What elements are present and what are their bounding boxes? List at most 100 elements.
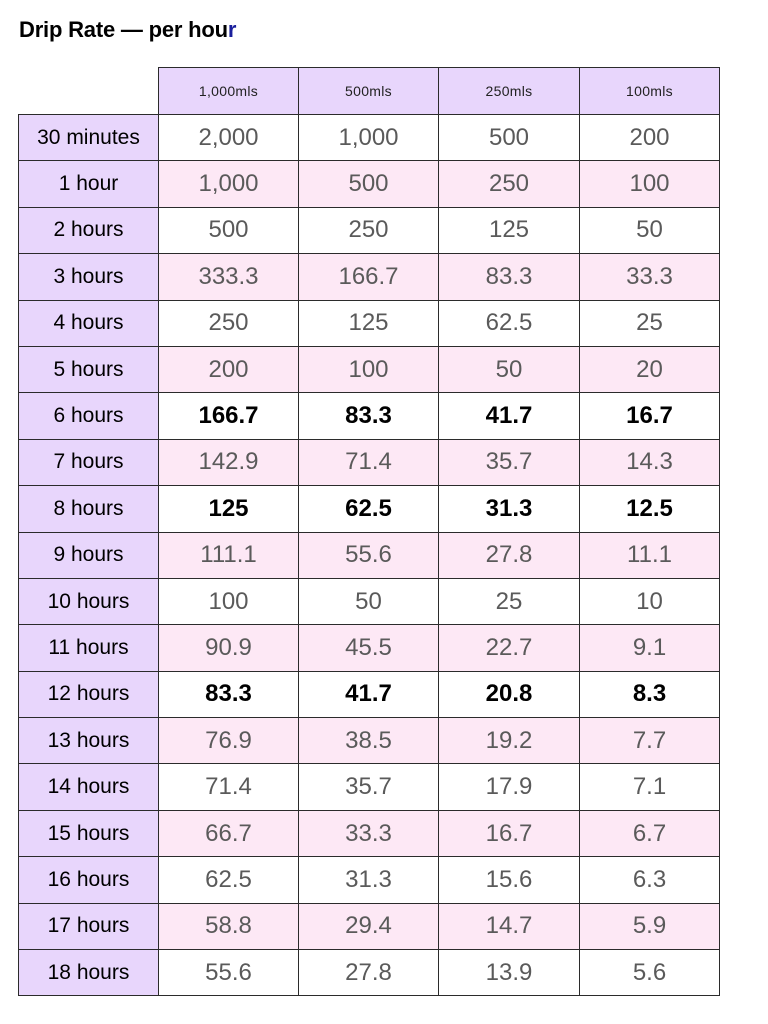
table-cell: 1,000: [298, 113, 439, 162]
page-title: Drip Rate — per hour: [19, 17, 236, 43]
column-header: 500mls: [298, 67, 439, 115]
table-cell: 200: [579, 113, 720, 162]
table-row: 9 hours 111.1 55.6 27.8 11.1: [18, 531, 720, 579]
row-header: 18 hours: [18, 949, 159, 997]
table-cell: 58.8: [158, 902, 299, 951]
table-row: 3 hours 333.3 166.7 83.3 33.3: [18, 253, 720, 301]
table-cell: 10: [579, 577, 720, 626]
row-header: 3 hours: [18, 253, 159, 301]
row-header: 17 hours: [18, 902, 159, 951]
page-title-accent: r: [227, 17, 237, 42]
table-cell: 50: [298, 577, 439, 626]
table-row: 30 minutes 2,000 1,000 500 200: [18, 113, 720, 162]
table-corner: [18, 67, 159, 115]
table-cell: 14.3: [579, 438, 720, 487]
table-cell: 62.5: [158, 856, 299, 904]
table-cell: 50: [579, 206, 720, 255]
drip-rate-table: 1,000mls 500mls 250mls 100mls 30 minutes…: [18, 67, 720, 997]
table-cell: 125: [298, 299, 439, 347]
row-header: 9 hours: [18, 531, 159, 579]
table-cell: 27.8: [298, 949, 439, 997]
table-cell: 41.7: [438, 392, 580, 440]
table-cell: 25: [579, 299, 720, 347]
table-cell: 100: [579, 160, 720, 208]
table-cell: 5.9: [579, 902, 720, 951]
table-row: 16 hours 62.5 31.3 15.6 6.3: [18, 856, 720, 904]
table-cell: 31.3: [298, 856, 439, 904]
table-cell: 27.8: [438, 531, 580, 579]
table-cell: 76.9: [158, 717, 299, 765]
table-header-row: 1,000mls 500mls 250mls 100mls: [18, 67, 720, 115]
row-header: 8 hours: [18, 485, 159, 533]
table-cell: 17.9: [438, 763, 580, 811]
table-cell: 12.5: [579, 485, 720, 533]
table-cell: 90.9: [158, 624, 299, 672]
table-cell: 16.7: [438, 809, 580, 858]
table-row: 14 hours 71.4 35.7 17.9 7.1: [18, 763, 720, 811]
table-cell: 166.7: [298, 253, 439, 301]
row-header: 6 hours: [18, 392, 159, 440]
table-cell: 29.4: [298, 902, 439, 951]
table-cell: 250: [158, 299, 299, 347]
table-row: 10 hours 100 50 25 10: [18, 577, 720, 626]
table-row: 15 hours 66.7 33.3 16.7 6.7: [18, 809, 720, 858]
column-header: 1,000mls: [158, 67, 299, 115]
table-cell: 6.7: [579, 809, 720, 858]
row-header: 1 hour: [18, 160, 159, 208]
table-cell: 20: [579, 345, 720, 394]
table-cell: 9.1: [579, 624, 720, 672]
table-cell: 20.8: [438, 670, 580, 719]
table-cell: 19.2: [438, 717, 580, 765]
table-body: 30 minutes 2,000 1,000 500 200 1 hour 1,000 500…: [18, 113, 720, 997]
table-cell: 166.7: [158, 392, 299, 440]
table-cell: 22.7: [438, 624, 580, 672]
table-cell: 250: [438, 160, 580, 208]
row-header: 4 hours: [18, 299, 159, 347]
column-header: 250mls: [438, 67, 580, 115]
table-row: 7 hours 142.9 71.4 35.7 14.3: [18, 438, 720, 487]
page-title-text: Drip Rate — per hou: [19, 17, 228, 42]
table-cell: 31.3: [438, 485, 580, 533]
table-cell: 100: [298, 345, 439, 394]
table-cell: 15.6: [438, 856, 580, 904]
table-row: 18 hours 55.6 27.8 13.9 5.6: [18, 949, 720, 997]
table-cell: 7.1: [579, 763, 720, 811]
row-header: 14 hours: [18, 763, 159, 811]
row-header: 2 hours: [18, 206, 159, 255]
table-cell: 500: [438, 113, 580, 162]
table-row: 2 hours 500 250 125 50: [18, 206, 720, 255]
table-cell: 125: [158, 485, 299, 533]
table-row: 13 hours 76.9 38.5 19.2 7.7: [18, 717, 720, 765]
table-cell: 7.7: [579, 717, 720, 765]
table-cell: 35.7: [298, 763, 439, 811]
row-header: 5 hours: [18, 345, 159, 394]
table-cell: 33.3: [298, 809, 439, 858]
row-header: 16 hours: [18, 856, 159, 904]
table-cell: 55.6: [158, 949, 299, 997]
table-row: 11 hours 90.9 45.5 22.7 9.1: [18, 624, 720, 672]
table-cell: 33.3: [579, 253, 720, 301]
row-header: 13 hours: [18, 717, 159, 765]
table-cell: 25: [438, 577, 580, 626]
row-header: 12 hours: [18, 670, 159, 719]
table-row: 12 hours 83.3 41.7 20.8 8.3: [18, 670, 720, 719]
table-cell: 55.6: [298, 531, 439, 579]
table-cell: 62.5: [438, 299, 580, 347]
table-cell: 50: [438, 345, 580, 394]
table-cell: 1,000: [158, 160, 299, 208]
table-cell: 111.1: [158, 531, 299, 579]
table-cell: 5.6: [579, 949, 720, 997]
table-cell: 38.5: [298, 717, 439, 765]
table-cell: 71.4: [158, 763, 299, 811]
column-header: 100mls: [579, 67, 720, 115]
table-row: 4 hours 250 125 62.5 25: [18, 299, 720, 347]
table-cell: 200: [158, 345, 299, 394]
table-cell: 125: [438, 206, 580, 255]
table-row: 1 hour 1,000 500 250 100: [18, 160, 720, 208]
table-cell: 13.9: [438, 949, 580, 997]
table-cell: 16.7: [579, 392, 720, 440]
table-cell: 333.3: [158, 253, 299, 301]
table-cell: 83.3: [438, 253, 580, 301]
row-header: 15 hours: [18, 809, 159, 858]
table-cell: 83.3: [298, 392, 439, 440]
